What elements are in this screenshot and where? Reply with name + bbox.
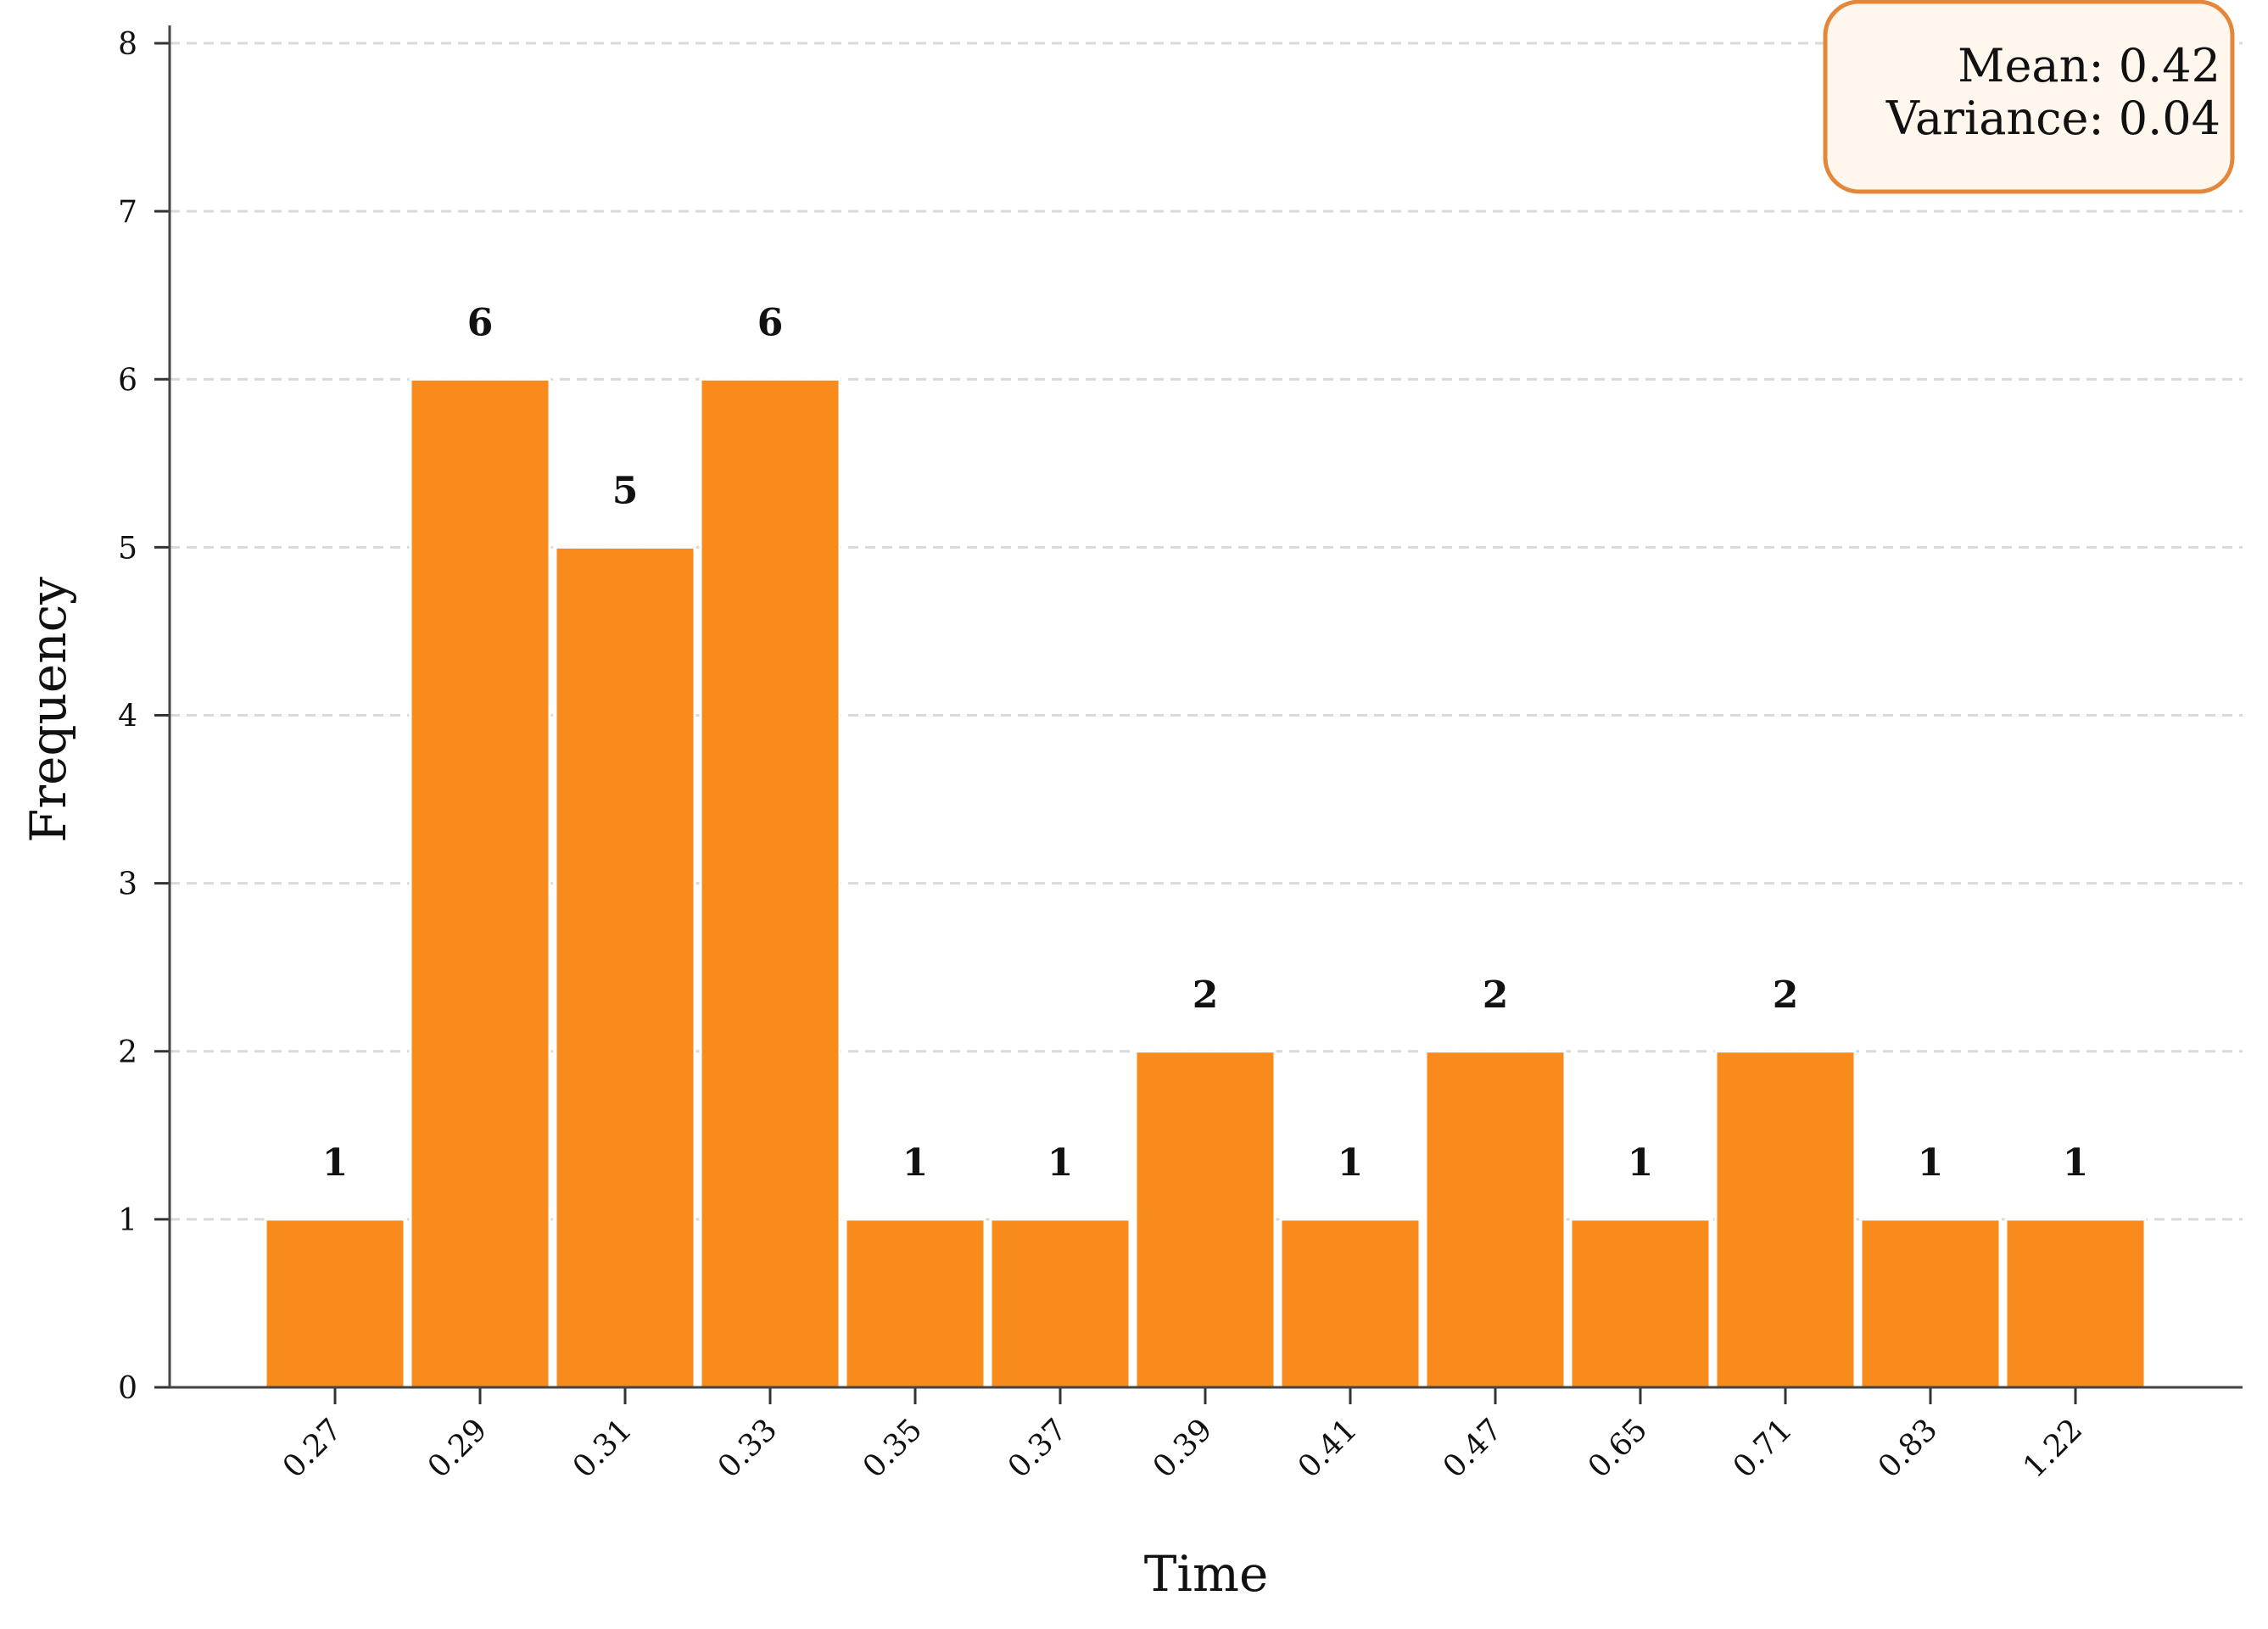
y-axis-title: Frequency xyxy=(20,577,77,843)
bar-value-label: 6 xyxy=(757,301,784,344)
y-tick-label: 8 xyxy=(118,27,137,62)
y-tick-label: 3 xyxy=(118,867,137,902)
bars xyxy=(264,377,2147,1389)
bar-value-label: 1 xyxy=(2063,1141,2089,1185)
bar-value-label: 2 xyxy=(1193,973,1219,1017)
x-tick-label: 0.83 xyxy=(1872,1412,1945,1485)
bar-value-label: 1 xyxy=(902,1141,929,1185)
histogram-bar xyxy=(1134,1050,1276,1389)
x-tick-label: 0.41 xyxy=(1292,1412,1365,1485)
x-tick-label: 0.37 xyxy=(1002,1412,1075,1485)
histogram-bar xyxy=(1859,1218,2002,1389)
bar-value-label: 1 xyxy=(1338,1141,1364,1185)
histogram-bar xyxy=(264,1218,406,1389)
histogram-bar xyxy=(1569,1218,1712,1389)
x-tick-label: 0.27 xyxy=(277,1412,349,1485)
x-tick-label: 0.39 xyxy=(1147,1412,1220,1485)
stats-box-border xyxy=(1823,0,2235,194)
histogram-bar xyxy=(1279,1218,1422,1389)
bar-value-label: 1 xyxy=(1628,1141,1654,1185)
histogram-bar xyxy=(1424,1050,1567,1389)
histogram-bar xyxy=(699,377,841,1389)
mean-text: Mean: 0.42 xyxy=(1958,39,2221,92)
histogram-bar xyxy=(844,1218,986,1389)
x-tick-label: 0.35 xyxy=(857,1412,930,1485)
y-tick-label: 6 xyxy=(118,363,137,398)
y-tick-label: 5 xyxy=(118,531,137,566)
x-tick-label: 0.65 xyxy=(1582,1412,1655,1485)
bar-value-label: 1 xyxy=(1047,1141,1074,1185)
bar-value-label: 2 xyxy=(1773,973,1799,1017)
x-tick-label: 0.47 xyxy=(1437,1412,1510,1485)
y-tick-label: 0 xyxy=(118,1371,137,1406)
variance-text: Variance: 0.04 xyxy=(1885,92,2221,145)
bar-value-label: 6 xyxy=(467,301,494,344)
histogram-bar xyxy=(989,1218,1131,1389)
y-tick-label: 7 xyxy=(118,195,137,230)
y-tick-label: 1 xyxy=(118,1203,137,1238)
x-tick-label: 0.31 xyxy=(567,1412,640,1485)
bar-value-label: 1 xyxy=(1918,1141,1944,1185)
bar-value-labels: 1 6 5 6 1 1 2 1 2 1 2 1 1 xyxy=(322,301,2089,1185)
histogram-bar xyxy=(2004,1218,2147,1389)
stats-annotation-box: Mean: 0.42 Variance: 0.04 xyxy=(1823,0,2235,194)
x-tick-label: 0.33 xyxy=(712,1412,785,1485)
y-tick-label: 4 xyxy=(118,700,137,734)
histogram-bar xyxy=(1714,1050,1857,1389)
bar-value-label: 2 xyxy=(1483,973,1509,1017)
histogram-bar xyxy=(409,377,551,1389)
x-tick-label: 0.29 xyxy=(422,1412,494,1485)
y-tick-label: 2 xyxy=(118,1035,137,1070)
bar-value-label: 1 xyxy=(322,1141,349,1185)
x-tick-label: 1.22 xyxy=(2017,1412,2090,1485)
histogram-bar xyxy=(554,545,696,1389)
x-tick-label: 0.71 xyxy=(1727,1412,1800,1485)
x-axis-title: Time xyxy=(1144,1545,1269,1603)
bar-value-label: 5 xyxy=(612,469,639,512)
